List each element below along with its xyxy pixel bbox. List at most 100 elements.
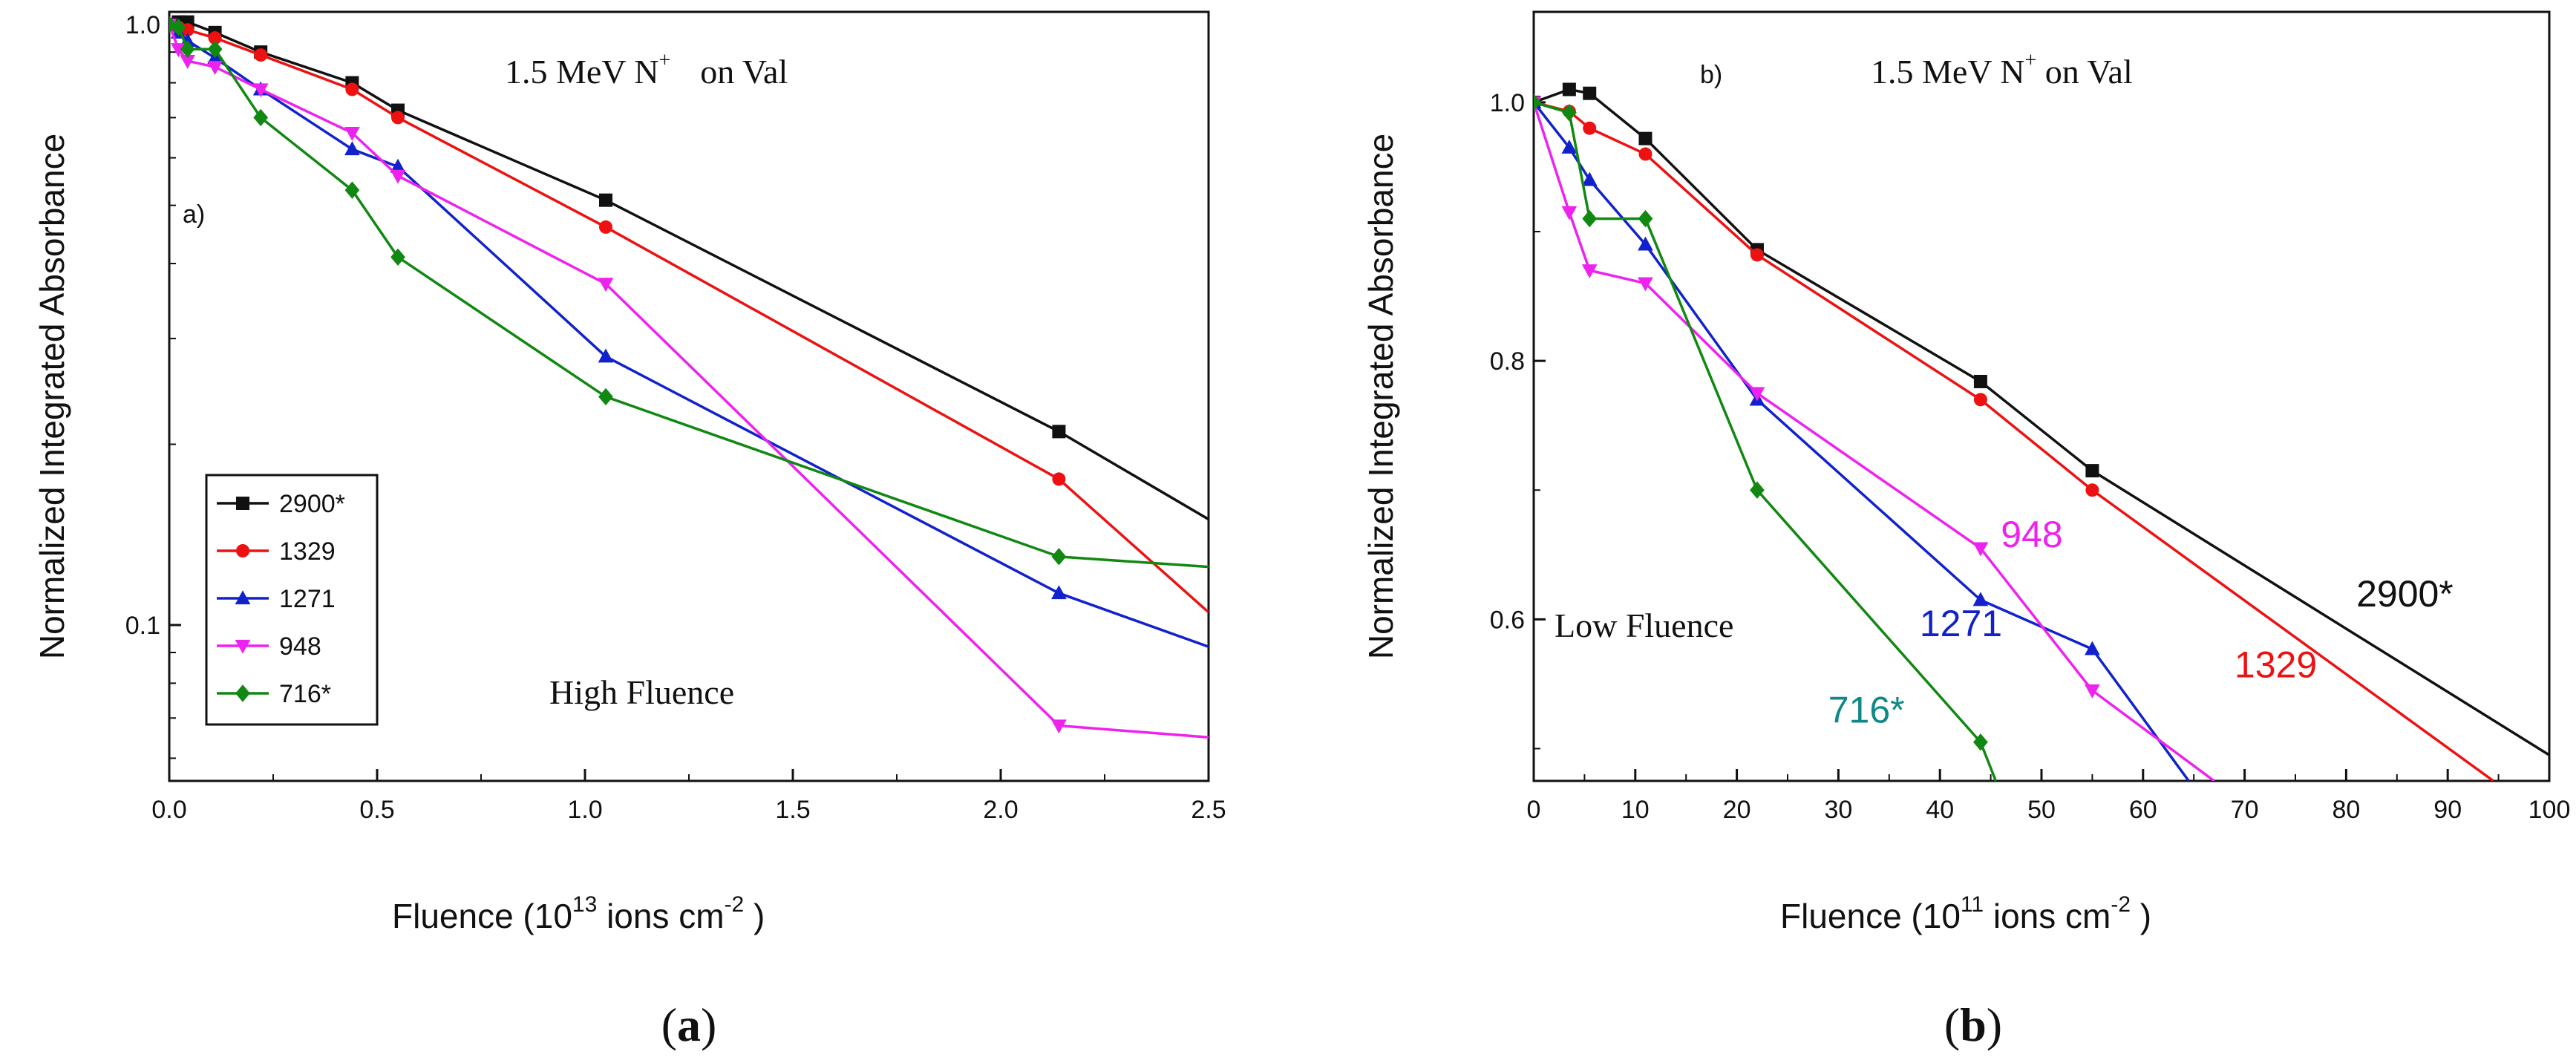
- x-tick-label: 50: [2027, 796, 2056, 824]
- data-point: [1973, 393, 1987, 407]
- x-tick-label: 1.5: [775, 796, 810, 824]
- data-point: [390, 169, 406, 184]
- panel-a-legend: 2900* 1329 1271 948 716*: [205, 474, 379, 726]
- data-point: [391, 111, 405, 125]
- data-point: [344, 127, 360, 141]
- legend-marker: [235, 684, 250, 702]
- series-1329: [1534, 95, 2494, 781]
- data-point: [1750, 481, 1765, 499]
- data-point: [1749, 387, 1765, 402]
- legend-entry: 1271: [217, 585, 336, 613]
- data-point: [1052, 425, 1066, 439]
- data-point: [1581, 171, 1598, 186]
- panel-b-plot-frame: [1532, 10, 2551, 782]
- legend-marker: [236, 497, 249, 510]
- legend-label: 1329: [279, 537, 336, 566]
- data-point: [1534, 94, 1541, 111]
- data-point: [345, 82, 359, 97]
- x-tick-label: 1.0: [567, 796, 602, 824]
- data-point: [1583, 86, 1597, 100]
- series-line: [1534, 101, 2190, 781]
- y-tick-label: 1.0: [125, 11, 160, 39]
- data-point: [180, 54, 195, 69]
- series-label: 1271: [1920, 603, 2002, 644]
- series-label: 716*: [1828, 690, 1905, 731]
- data-point: [2085, 483, 2099, 497]
- x-tick-label: 0.5: [359, 796, 394, 824]
- data-point: [598, 348, 614, 363]
- data-point: [1051, 719, 1067, 734]
- legend-entry: 716*: [217, 680, 331, 708]
- series-line: [169, 20, 1209, 521]
- data-point: [2085, 464, 2099, 478]
- panel-b-tag: b): [1700, 61, 1722, 89]
- series-line: [1534, 101, 1998, 781]
- data-point: [207, 40, 223, 58]
- panel-b-annotation: Low Fluence: [1555, 606, 1733, 644]
- panel-b-title: 1.5 MeV N+ on Val: [1871, 49, 2133, 91]
- legend-entry: 1329: [217, 537, 336, 566]
- x-tick-label: 2.5: [1191, 796, 1226, 824]
- legend-label: 1271: [279, 585, 336, 613]
- data-point: [344, 181, 360, 199]
- legend-label: 2900*: [279, 490, 345, 518]
- series-716-star: [1534, 94, 1998, 781]
- panel-b-caption: (b): [1944, 998, 2002, 1051]
- y-tick-label: 0.8: [1490, 347, 1525, 376]
- x-tick-label: 0: [1527, 796, 1541, 824]
- data-point: [1561, 104, 1577, 122]
- panel-a: 0.0 0.5 1.0 1.5 2.0 2.5 0.1 1.0 1.5 MeV N+ on Va…: [33, 10, 1226, 1051]
- series-948: [1534, 96, 2215, 781]
- data-point: [1973, 733, 1988, 751]
- x-tick-label: 90: [2433, 796, 2462, 824]
- panel-a-tag: a): [183, 200, 205, 229]
- data-point: [252, 83, 269, 98]
- series-2900-star: [1534, 82, 2549, 756]
- data-point: [171, 18, 186, 36]
- data-point: [1750, 248, 1764, 262]
- panel-a-annotation: High Fluence: [549, 673, 734, 711]
- data-point: [254, 48, 268, 62]
- x-tick-label: 40: [1926, 796, 1954, 824]
- legend-label: 948: [279, 632, 321, 661]
- x-tick-label: 0.0: [151, 796, 186, 824]
- legend-label: 716*: [279, 680, 331, 708]
- legend-marker: [235, 639, 251, 654]
- series-line: [1534, 102, 2215, 781]
- series-948: [169, 19, 1209, 739]
- panel-b-ylabel: Normalized Integrated Absorbance: [1361, 134, 1400, 659]
- x-tick-label: 70: [2231, 796, 2259, 824]
- x-tick-label: 20: [1723, 796, 1751, 824]
- legend-box: [205, 474, 379, 726]
- data-point: [1051, 548, 1067, 566]
- legend-entry: 2900*: [217, 490, 345, 518]
- data-point: [2085, 684, 2100, 699]
- series-label: 948: [2001, 514, 2062, 555]
- data-point: [1582, 209, 1598, 228]
- data-point: [1583, 121, 1597, 135]
- data-point: [1561, 206, 1578, 220]
- y-tick-label: 1.0: [1490, 89, 1525, 117]
- data-point: [253, 108, 269, 127]
- data-point: [1561, 140, 1578, 154]
- legend-marker: [235, 590, 251, 605]
- panel-a-ylabel: Normalized Integrated Absorbance: [33, 134, 71, 659]
- x-tick-label: 60: [2129, 796, 2157, 824]
- series-716-star: [169, 16, 1209, 569]
- series-1271: [1534, 94, 2190, 781]
- data-point: [344, 141, 360, 156]
- data-point: [208, 31, 222, 45]
- series-label: 2900*: [2356, 573, 2454, 615]
- x-tick-label: 80: [2332, 796, 2360, 824]
- legend-marker: [236, 544, 249, 557]
- x-tick-label: 2.0: [983, 796, 1018, 824]
- panel-a-caption: (a): [661, 998, 717, 1051]
- data-point: [1972, 592, 1989, 606]
- y-tick-label: 0.1: [125, 612, 160, 640]
- data-point: [390, 158, 406, 173]
- data-point: [390, 248, 405, 266]
- x-tick-label: 100: [2528, 796, 2571, 824]
- data-point: [1051, 585, 1067, 600]
